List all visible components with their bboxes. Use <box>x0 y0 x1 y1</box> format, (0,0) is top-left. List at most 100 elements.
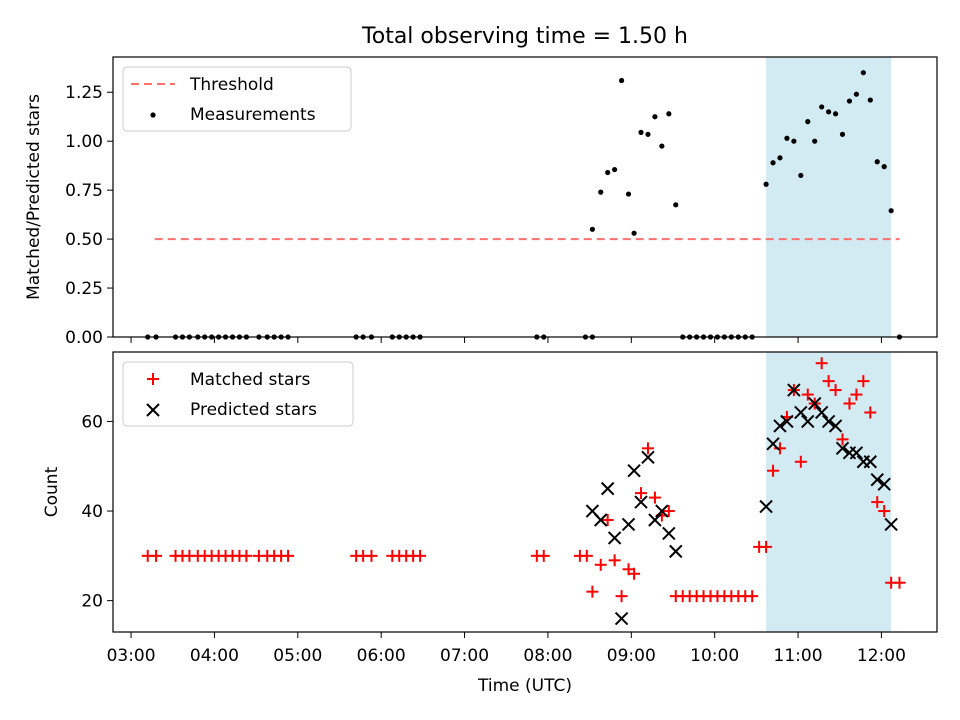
legend-threshold-label: Threshold <box>189 75 274 95</box>
matched-star-point <box>601 514 614 526</box>
top-y-ticks: 0.00 0.25 0.50 0.75 1.00 1.25 <box>65 83 113 348</box>
matched-star-point <box>641 442 654 455</box>
matched-star-point <box>836 433 849 446</box>
measurement-point <box>791 138 797 144</box>
predicted-star-point <box>835 441 850 456</box>
measurement-point <box>770 160 776 166</box>
predicted-star-point <box>621 517 636 532</box>
predicted-star-point <box>759 499 773 514</box>
matched-star-point <box>822 375 835 388</box>
predicted-star-point <box>634 495 648 509</box>
predicted-star-point <box>814 405 829 420</box>
predicted-star-point <box>648 513 662 527</box>
x-tick-label: 12:00 <box>857 646 906 666</box>
x-tick-label: 03:00 <box>107 646 156 666</box>
x-tick-label: 05:00 <box>273 646 322 666</box>
measurement-point <box>652 114 658 120</box>
measurement-point <box>867 97 873 103</box>
top-plot-frame <box>112 56 938 338</box>
x-tick-label: 09:00 <box>607 646 656 666</box>
matched-star-point <box>414 549 427 562</box>
legend-matched-label: Matched stars <box>190 370 310 390</box>
legend-predicted-swatch <box>146 403 160 417</box>
measurement-point <box>874 159 880 165</box>
measurement-point <box>777 155 783 161</box>
predicted-star-point <box>614 611 629 626</box>
matched-star-point <box>893 576 906 589</box>
measurement-point <box>659 143 665 149</box>
predicted-star-point <box>766 437 780 451</box>
predicted-star-point <box>877 477 891 491</box>
matched-star-point <box>608 554 621 567</box>
measurement-point <box>853 91 860 97</box>
measurement-point <box>612 166 618 173</box>
top-y-axis-label: Matched/Predicted stars <box>24 94 44 300</box>
x-tick-label: 11:00 <box>774 646 823 666</box>
x-tick-label: 06:00 <box>357 646 406 666</box>
predicted-star-point <box>870 472 884 487</box>
measurement-point <box>645 131 651 137</box>
predicted-star-point <box>863 455 878 469</box>
predicted-star-point <box>780 414 794 429</box>
measurement-point <box>625 191 632 197</box>
top-shade <box>766 57 892 337</box>
matched-star-point <box>878 505 891 518</box>
y-tick-label: 0.75 <box>65 181 103 201</box>
measurement-points <box>145 70 903 340</box>
measurement-point <box>638 129 644 135</box>
matched-star-point <box>850 388 863 401</box>
matched-star-point <box>857 375 870 388</box>
top-panel: 0.00 0.25 0.50 0.75 1.00 1.25 Matched/Predict… <box>24 56 938 348</box>
predicted-star-point <box>627 464 641 478</box>
measurement-point <box>666 111 672 117</box>
y-tick-label: 1.00 <box>65 132 103 152</box>
matched-star-point <box>282 549 295 562</box>
matched-star-point <box>871 496 884 509</box>
measurement-point <box>812 138 818 144</box>
measurement-point <box>832 111 839 117</box>
top-x-ticks <box>130 337 882 343</box>
matched-star-point <box>537 549 550 562</box>
matched-star-point <box>746 590 759 603</box>
predicted-star-point <box>607 531 622 545</box>
predicted-star-point <box>787 383 801 397</box>
predicted-star-points <box>585 383 898 626</box>
matched-star-point <box>150 549 163 562</box>
measurement-point <box>618 77 625 84</box>
bottom-legend: Matched stars Predicted stars <box>122 361 354 427</box>
bottom-x-ticks: 03:00 04:00 05:00 06:00 07:00 08:00 09:00 10:00… <box>107 632 906 666</box>
predicted-star-point <box>794 405 808 420</box>
y-tick-label: 20 <box>81 592 103 612</box>
predicted-star-point <box>669 544 683 559</box>
y-tick-label: 1.25 <box>65 83 103 103</box>
predicted-star-point <box>773 419 787 433</box>
measurement-point <box>673 202 679 208</box>
measurement-point <box>631 230 637 236</box>
predicted-star-point <box>655 504 669 518</box>
bottom-plot-frame <box>112 351 938 633</box>
matched-star-points <box>141 357 906 603</box>
matched-star-point <box>586 585 599 598</box>
predicted-star-point <box>808 396 822 411</box>
matched-star-point <box>662 505 675 518</box>
matched-star-point <box>773 442 786 455</box>
legend-predicted-label: Predicted stars <box>190 400 317 420</box>
chart-title: Total observing time = 1.50 h <box>361 24 688 49</box>
measurement-point <box>805 119 811 125</box>
y-tick-label: 60 <box>81 412 103 432</box>
measurement-point <box>819 104 825 110</box>
predicted-star-point <box>600 481 615 496</box>
x-tick-label: 08:00 <box>523 646 572 666</box>
predicted-star-point <box>884 517 898 532</box>
measurement-point <box>881 164 887 170</box>
matched-star-point <box>767 464 780 477</box>
matched-star-point <box>240 549 253 562</box>
predicted-star-point <box>849 446 864 460</box>
measurement-point <box>605 169 611 176</box>
bottom-shade <box>766 352 892 632</box>
y-tick-label: 0.00 <box>65 328 103 348</box>
matched-star-point <box>815 357 828 370</box>
matched-star-point <box>829 384 842 397</box>
measurement-point <box>846 98 853 104</box>
